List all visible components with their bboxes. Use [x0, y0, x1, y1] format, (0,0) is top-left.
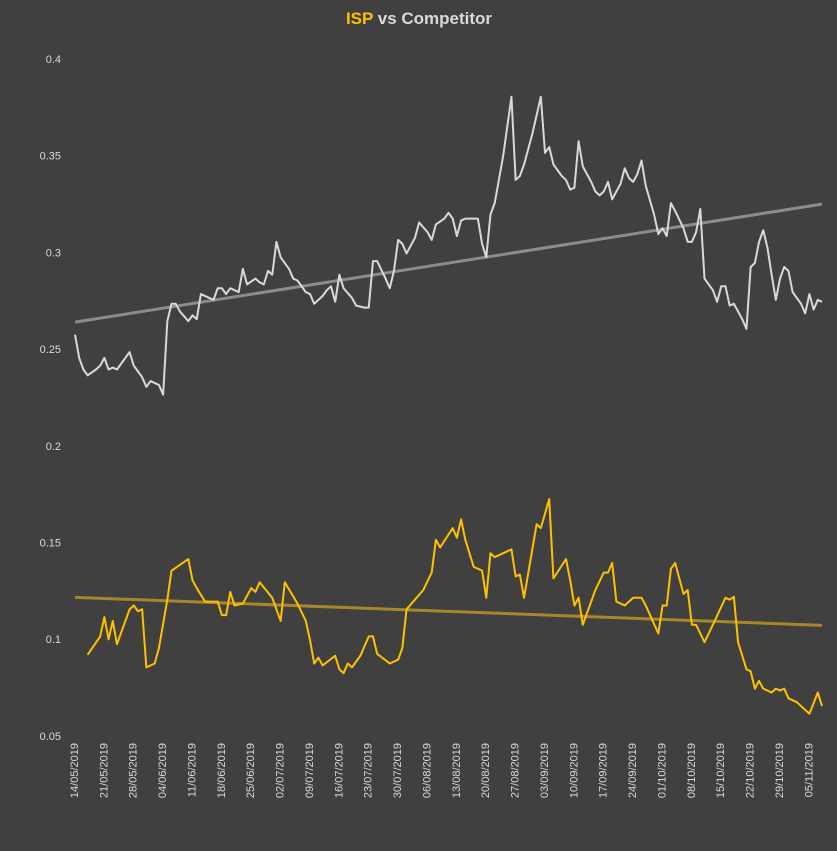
x-tick-label: 09/07/2019 [304, 743, 316, 798]
y-tick-label: 0.35 [40, 151, 61, 163]
series-line [74, 95, 823, 396]
x-tick-label: 17/09/2019 [598, 743, 610, 798]
y-tick-label: 0.2 [46, 441, 61, 453]
x-tick-label: 20/08/2019 [480, 743, 492, 798]
x-tick-label: 13/08/2019 [451, 743, 463, 798]
x-tick-label: 10/09/2019 [568, 743, 580, 798]
series-line [86, 498, 823, 715]
y-tick-label: 0.05 [40, 731, 61, 743]
x-tick-label: 14/05/2019 [69, 743, 81, 798]
x-tick-label: 18/06/2019 [216, 743, 228, 798]
x-tick-label: 24/09/2019 [627, 743, 639, 798]
x-tick-label: 08/10/2019 [686, 743, 698, 798]
x-tick-label: 01/10/2019 [656, 743, 668, 798]
trendline [74, 595, 823, 627]
x-tick-label: 27/08/2019 [510, 743, 522, 798]
x-tick-label: 25/06/2019 [245, 743, 257, 798]
y-tick-label: 0.1 [46, 634, 61, 646]
x-tick-label: 29/10/2019 [774, 743, 786, 798]
x-tick-label: 11/06/2019 [186, 743, 198, 797]
x-tick-label: 15/10/2019 [715, 743, 727, 798]
y-tick-label: 0.4 [46, 54, 61, 66]
x-tick-label: 02/07/2019 [275, 743, 287, 798]
x-tick-label: 04/06/2019 [157, 743, 169, 798]
x-tick-label: 22/10/2019 [745, 743, 757, 798]
x-tick-label: 03/09/2019 [539, 743, 551, 798]
x-tick-label: 21/05/2019 [98, 743, 110, 798]
x-tick-label: 30/07/2019 [392, 743, 404, 798]
y-tick-label: 0.25 [40, 344, 61, 356]
x-tick-label: 28/05/2019 [128, 743, 140, 798]
y-tick-label: 0.15 [40, 537, 61, 549]
y-tick-label: 0.3 [46, 247, 61, 259]
x-tick-label: 16/07/2019 [333, 743, 345, 798]
x-tick-label: 05/11/2019 [803, 743, 815, 797]
x-tick-label: 23/07/2019 [363, 743, 375, 798]
chart-title: ISP vs Competitor [346, 9, 492, 28]
x-tick-label: 06/08/2019 [421, 743, 433, 798]
